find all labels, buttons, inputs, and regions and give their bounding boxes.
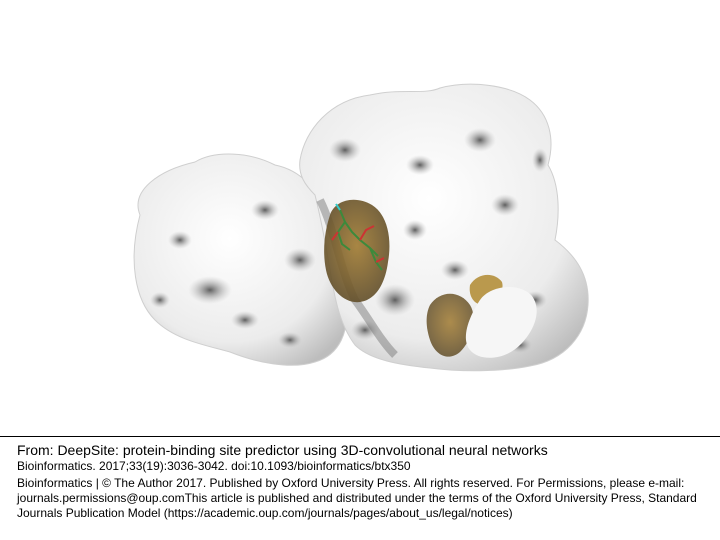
caption-citation: Bioinformatics. 2017;33(19):3036-3042. d… — [17, 459, 411, 473]
protein-figure — [133, 83, 589, 372]
figure-caption: From: DeepSite: protein-binding site pre… — [17, 442, 712, 521]
caption-copyright-line-1: Bioinformatics | © The Author 2017. Publ… — [17, 476, 685, 490]
binding-pocket-main — [324, 199, 390, 303]
caption-copyright-line-2: journals.permissions@oup.comThis article… — [17, 491, 697, 505]
protein-surface-image — [133, 83, 589, 372]
binding-pocket-secondary — [426, 293, 474, 357]
ligand-sticks — [331, 203, 385, 271]
caption-divider — [0, 436, 720, 437]
caption-title: From: DeepSite: protein-binding site pre… — [17, 442, 548, 458]
caption-copyright-line-3: Journals Publication Model (https://acad… — [17, 506, 513, 520]
